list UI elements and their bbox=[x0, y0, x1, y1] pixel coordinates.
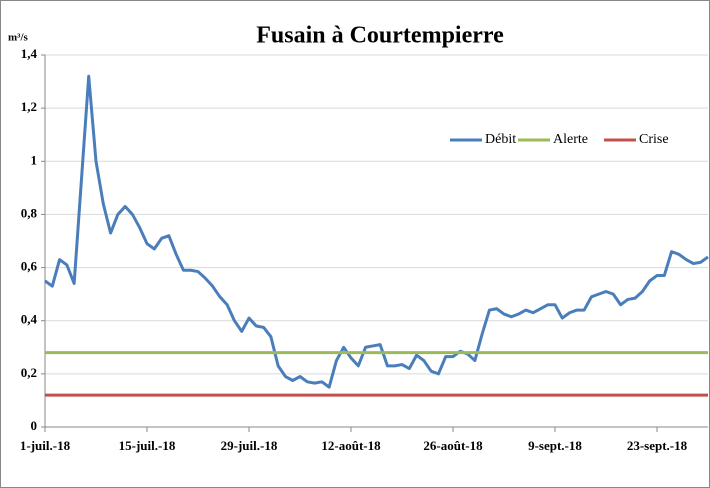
x-tick-label: 1-juil.-18 bbox=[20, 438, 71, 453]
y-tick-label: 0,4 bbox=[21, 312, 38, 327]
y-tick-label: 1 bbox=[31, 152, 38, 167]
x-tick-label: 15-juil.-18 bbox=[119, 438, 176, 453]
y-tick-label: 1,2 bbox=[21, 99, 37, 114]
y-tick-label: 0,8 bbox=[21, 205, 38, 220]
x-tick-label: 29-juil.-18 bbox=[221, 438, 278, 453]
legend-label: Débit bbox=[485, 132, 516, 147]
x-tick-label: 12-août-18 bbox=[321, 438, 381, 453]
legend-label: Crise bbox=[639, 132, 669, 147]
x-tick-label: 9-sept.-18 bbox=[528, 438, 582, 453]
x-tick-label: 26-août-18 bbox=[423, 438, 483, 453]
x-tick-label: 23-sept.-18 bbox=[627, 438, 688, 453]
y-tick-label: 0 bbox=[31, 418, 38, 433]
y-tick-label: 0,6 bbox=[21, 259, 38, 274]
legend-label: Alerte bbox=[553, 132, 588, 147]
y-tick-label: 1,4 bbox=[21, 46, 38, 61]
y-tick-label: 0,2 bbox=[21, 365, 37, 380]
series-line bbox=[44, 74, 709, 389]
chart-title: Fusain à Courtempierre bbox=[256, 23, 504, 49]
y-axis-label: m³/s bbox=[8, 32, 29, 44]
